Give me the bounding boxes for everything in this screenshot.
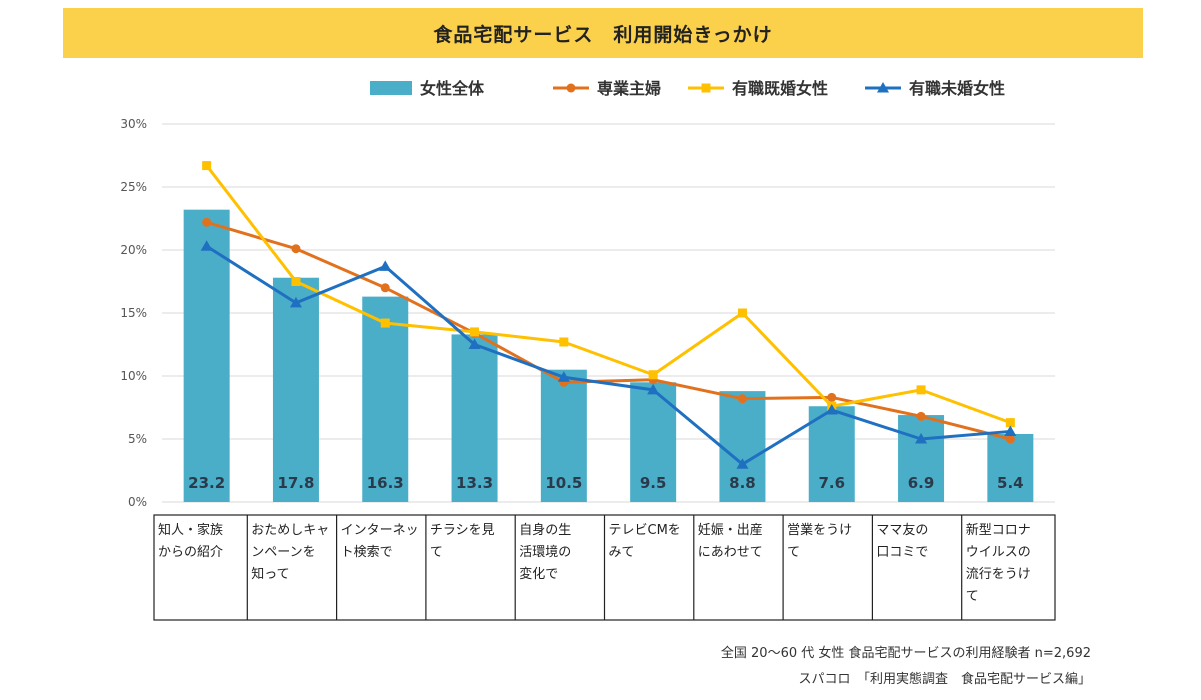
x-category-label: ウイルスの (966, 545, 1031, 560)
legend-swatch (370, 81, 412, 95)
data-point (380, 318, 390, 328)
data-point (737, 394, 747, 404)
data-point (468, 338, 481, 349)
y-tick-label: 25% (120, 180, 147, 194)
data-point (379, 260, 392, 271)
y-tick-label: 30% (120, 117, 147, 131)
x-category-label: て (966, 589, 979, 604)
legend-label: 専業主婦 (597, 79, 661, 98)
x-category-label: チラシを見 (430, 523, 495, 538)
legend-label: 有職未婚女性 (909, 79, 1005, 98)
legend-label: 有職既婚女性 (732, 79, 828, 98)
x-category-label: 知人・家族 (158, 522, 223, 538)
data-point (647, 383, 660, 395)
title-bar: 食品宅配サービス 利用開始きっかけ (63, 8, 1143, 58)
y-tick-label: 0% (128, 495, 147, 509)
bar-data-label: 23.2 (188, 474, 225, 492)
bar-data-label: 7.6 (818, 474, 845, 492)
x-category-label: ママ友の (876, 522, 928, 538)
data-point (202, 161, 212, 171)
data-point (916, 411, 926, 421)
bar (808, 406, 855, 502)
x-category-label: 口コミで (876, 545, 928, 560)
legend-marker (566, 83, 576, 93)
bar (719, 391, 766, 502)
data-point (470, 327, 480, 337)
bar (272, 277, 319, 502)
data-point (200, 240, 213, 251)
x-category-label: にあわせて (698, 545, 763, 560)
bar-data-label: 8.8 (729, 474, 756, 492)
bar (987, 433, 1034, 502)
bar-data-label: 17.8 (277, 474, 314, 492)
series-line (205, 164, 1011, 425)
data-point (736, 458, 749, 469)
x-category-label: 変化で (519, 566, 558, 582)
footer-survey-note: 全国 20～60 代 女性 食品宅配サービスの利用経験者 n=2,692 (720, 646, 1091, 661)
x-category-label: インターネッ (341, 523, 419, 538)
data-point (1005, 418, 1015, 428)
data-point (291, 244, 301, 254)
data-point (648, 370, 658, 380)
x-category-label: おためしキャ (251, 523, 329, 538)
bar-data-label: 6.9 (908, 474, 935, 492)
x-category-label: ンペーンを (251, 545, 315, 560)
x-category-label: 知って (251, 566, 289, 582)
x-category-label: 営業をうけ (787, 522, 852, 538)
data-point (1005, 434, 1015, 444)
y-tick-label: 10% (120, 369, 147, 383)
legend-marker (701, 83, 711, 93)
data-point (202, 217, 212, 227)
x-category-label: ト検索で (341, 545, 393, 560)
y-tick-label: 15% (120, 306, 147, 320)
data-point (380, 283, 390, 293)
series-line (205, 244, 1011, 466)
data-point (559, 337, 569, 347)
x-category-label: みて (609, 545, 635, 560)
data-point (825, 404, 838, 415)
legend-marker (877, 82, 889, 93)
series-line (206, 220, 1011, 441)
x-category-label: て (430, 545, 443, 560)
x-category-label: 妊娠・出産 (698, 522, 763, 538)
x-category-label: 活環境の (519, 545, 571, 560)
footer-source: スパコロ 「利用実態調査 食品宅配サービス編」 (798, 672, 1091, 687)
bar-data-label: 16.3 (367, 474, 404, 492)
x-category-label: て (787, 545, 800, 560)
y-tick-label: 5% (128, 432, 147, 446)
x-category-label: 自身の生 (519, 522, 571, 538)
bar (362, 296, 409, 502)
data-point (1004, 425, 1017, 436)
bar-data-label: 13.3 (456, 474, 493, 492)
bar (898, 415, 945, 502)
data-point (289, 296, 302, 308)
data-point (827, 392, 837, 402)
bar (451, 334, 498, 502)
bar-data-label: 9.5 (640, 474, 667, 492)
chart-title: 食品宅配サービス 利用開始きっかけ (433, 24, 773, 46)
legend-label: 女性全体 (420, 79, 485, 98)
bar-data-label: 10.5 (545, 474, 582, 492)
data-point (916, 385, 926, 395)
bar-data-label: 5.4 (997, 474, 1024, 492)
y-tick-label: 20% (120, 243, 147, 257)
x-category-label: からの紹介 (158, 545, 223, 560)
x-category-label: 新型コロナ (966, 522, 1031, 538)
data-point (915, 433, 928, 444)
data-point (291, 277, 301, 286)
x-category-label: テレビCMを (609, 523, 681, 538)
data-point (557, 371, 570, 382)
data-point (737, 308, 747, 318)
x-category-label: 流行をうけ (966, 567, 1031, 582)
bar (540, 369, 587, 502)
bar (183, 209, 230, 502)
